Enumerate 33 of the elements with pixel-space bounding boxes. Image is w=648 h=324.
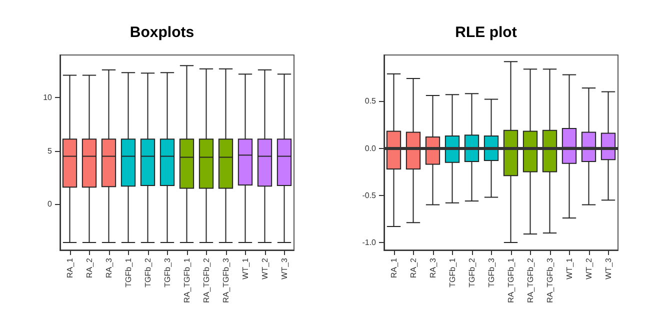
y-tick-label: 0.0	[364, 144, 377, 153]
x-tick-label: RA_1	[389, 257, 398, 278]
x-tick-label: TGFb_2	[143, 257, 152, 288]
x-tick-label: TGFb_3	[486, 257, 496, 288]
x-tick-label: WT_3	[604, 257, 613, 280]
x-tick-label: RA_TGFb_1	[506, 257, 516, 303]
x-tick-label: TGFb_2	[467, 257, 476, 288]
y-tick-label: 10	[43, 93, 53, 102]
chart-title: Boxplots	[130, 24, 194, 41]
x-tick-label: RA_2	[408, 257, 418, 278]
x-tick-label: RA_2	[84, 257, 94, 278]
x-tick-label: TGFb_1	[124, 257, 133, 288]
y-tick-label: 0.5	[364, 96, 377, 106]
x-tick-label: RA_3	[428, 257, 438, 278]
x-tick-label: RA_TGFb_2	[526, 257, 535, 303]
x-tick-label: WT_1	[240, 257, 250, 280]
x-tick-label: RA_TGFb_3	[545, 257, 554, 303]
x-tick-label: TGFb_1	[448, 257, 457, 288]
y-tick-label: 5	[48, 146, 53, 156]
y-tick-label: -0.5	[362, 190, 377, 200]
y-tick-label: 0	[48, 200, 53, 209]
x-tick-label: RA_TGFb_2	[202, 257, 211, 303]
x-tick-label: RA_TGFb_3	[221, 257, 230, 303]
x-tick-label: RA_3	[104, 257, 114, 278]
x-tick-label: WT_2	[260, 257, 270, 280]
x-tick-label: RA_1	[65, 257, 74, 278]
x-tick-label: WT_1	[564, 257, 574, 280]
x-tick-label: TGFb_3	[162, 257, 172, 288]
x-tick-label: WT_2	[584, 257, 594, 280]
x-tick-label: WT_3	[280, 257, 289, 280]
x-tick-label: RA_TGFb_1	[182, 257, 192, 303]
y-tick-label: -1.0	[362, 238, 377, 247]
chart-title: RLE plot	[455, 24, 517, 41]
